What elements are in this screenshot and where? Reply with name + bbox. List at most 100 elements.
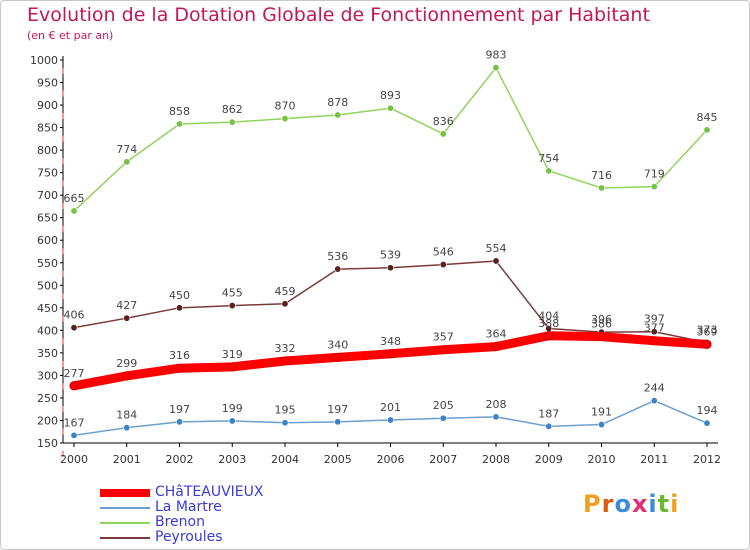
data-label-ch-teauvieux: 316: [169, 349, 190, 362]
data-label-ch-teauvieux: 386: [591, 318, 612, 331]
data-label-ch-teauvieux: 332: [275, 342, 296, 355]
data-label-peyroules: 397: [644, 313, 665, 326]
y-tick-label: 700: [37, 189, 58, 202]
data-label-la-martre: 201: [380, 401, 401, 414]
data-point-peyroules: [650, 328, 658, 336]
data-point-la-martre: [386, 416, 394, 424]
data-point-ch-teauvieux: [597, 332, 606, 342]
chart-data-labels: 665 774 858 862 870 878 893 836 983 754 716 719 845 4…: [64, 49, 718, 430]
data-label-peyroules: 536: [327, 250, 348, 263]
legend-label-peyroules: Peyroules: [155, 529, 223, 545]
data-label-brenon: 845: [697, 111, 718, 124]
data-label-peyroules: 459: [275, 285, 296, 298]
data-label-la-martre: 195: [275, 404, 296, 417]
data-point-peyroules: [334, 265, 342, 273]
legend-swatch-peyroules: [100, 537, 150, 539]
x-tick-label: 2006: [377, 453, 405, 466]
data-label-peyroules: 404: [538, 310, 559, 323]
data-point-la-martre: [281, 419, 289, 427]
data-point-ch-teauvieux: [280, 356, 290, 366]
data-point-brenon: [123, 158, 131, 166]
data-label-brenon: 716: [591, 169, 612, 182]
data-label-ch-teauvieux: 364: [486, 328, 507, 341]
data-label-la-martre: 208: [486, 398, 507, 411]
data-point-ch-teauvieux: [438, 345, 448, 355]
data-point-brenon: [334, 111, 342, 119]
y-tick-label: 900: [37, 99, 58, 112]
data-point-ch-teauvieux: [69, 381, 79, 391]
legend-label-chateauvieux: CHâTEAUVIEUX: [155, 484, 264, 500]
logo-letter: t: [657, 490, 671, 518]
y-tick-label: 300: [37, 369, 58, 382]
x-tick-label: 2001: [113, 453, 141, 466]
data-point-la-martre: [597, 421, 605, 429]
data-point-peyroules: [123, 314, 131, 322]
data-label-brenon: 754: [538, 152, 559, 165]
x-tick-label: 2007: [429, 453, 457, 466]
data-label-la-martre: 197: [327, 403, 348, 416]
data-point-peyroules: [386, 264, 394, 272]
y-tick-label: 250: [37, 392, 58, 405]
data-point-la-martre: [123, 424, 131, 432]
data-point-ch-teauvieux: [227, 362, 237, 372]
data-label-peyroules: 539: [380, 249, 401, 262]
chart-axes: 150 200 250 300 350 400 450 500 550 600 650 700 750 8…: [30, 54, 721, 466]
data-label-ch-teauvieux: 388: [538, 317, 559, 330]
data-point-la-martre: [228, 417, 236, 425]
y-tick-label: 650: [37, 212, 58, 225]
data-point-ch-teauvieux: [702, 339, 712, 349]
logo-letter: i: [648, 490, 658, 518]
data-label-ch-teauvieux: 299: [116, 357, 137, 370]
data-label-peyroules: 450: [169, 289, 190, 302]
data-label-brenon: 870: [275, 100, 296, 113]
y-tick-label: 750: [37, 167, 58, 180]
data-point-la-martre: [492, 413, 500, 421]
data-label-brenon: 893: [380, 89, 401, 102]
data-label-ch-teauvieux: 340: [327, 338, 348, 351]
y-tick-label: 400: [37, 324, 58, 337]
x-tick-label: 2012: [693, 453, 721, 466]
data-label-peyroules: 546: [433, 246, 454, 259]
data-point-brenon: [228, 118, 236, 126]
y-tick-label: 800: [37, 144, 58, 157]
data-point-la-martre: [176, 418, 184, 426]
data-point-brenon: [492, 64, 500, 72]
data-point-peyroules: [439, 261, 447, 269]
data-label-peyroules: 373: [697, 324, 718, 337]
data-point-brenon: [650, 183, 658, 191]
data-label-brenon: 719: [644, 168, 665, 181]
data-label-brenon: 862: [222, 103, 243, 116]
legend-label-la-martre: La Martre: [155, 499, 222, 515]
data-point-brenon: [597, 184, 605, 192]
logo-letter: x: [631, 490, 649, 518]
data-label-ch-teauvieux: 277: [64, 367, 85, 380]
data-label-la-martre: 187: [538, 407, 559, 420]
data-point-peyroules: [281, 300, 289, 308]
data-point-la-martre: [70, 431, 78, 439]
x-tick-label: 2009: [535, 453, 563, 466]
data-point-brenon: [70, 207, 78, 215]
data-label-la-martre: 199: [222, 402, 243, 415]
chart-title: Evolution de la Dotation Globale de Fonc…: [27, 4, 650, 26]
data-point-ch-teauvieux: [544, 331, 554, 341]
data-label-peyroules: 396: [591, 313, 612, 326]
data-point-brenon: [281, 115, 289, 123]
x-tick-label: 2004: [271, 453, 299, 466]
x-tick-label: 2008: [482, 453, 510, 466]
proxiti-logo: Proxiti: [583, 490, 679, 518]
x-tick-label: 2010: [588, 453, 616, 466]
data-point-brenon: [386, 104, 394, 112]
logo-letter: i: [670, 490, 680, 518]
x-tick-label: 2003: [218, 453, 246, 466]
y-tick-label: 1000: [30, 54, 58, 67]
data-label-la-martre: 194: [697, 404, 718, 417]
data-label-la-martre: 184: [116, 409, 137, 422]
y-tick-label: 150: [37, 437, 58, 450]
data-point-peyroules: [492, 257, 500, 265]
data-point-la-martre: [703, 419, 711, 427]
y-tick-label: 200: [37, 414, 58, 427]
data-point-ch-teauvieux: [175, 363, 184, 373]
data-label-la-martre: 191: [591, 406, 612, 419]
data-label-peyroules: 427: [116, 299, 137, 312]
